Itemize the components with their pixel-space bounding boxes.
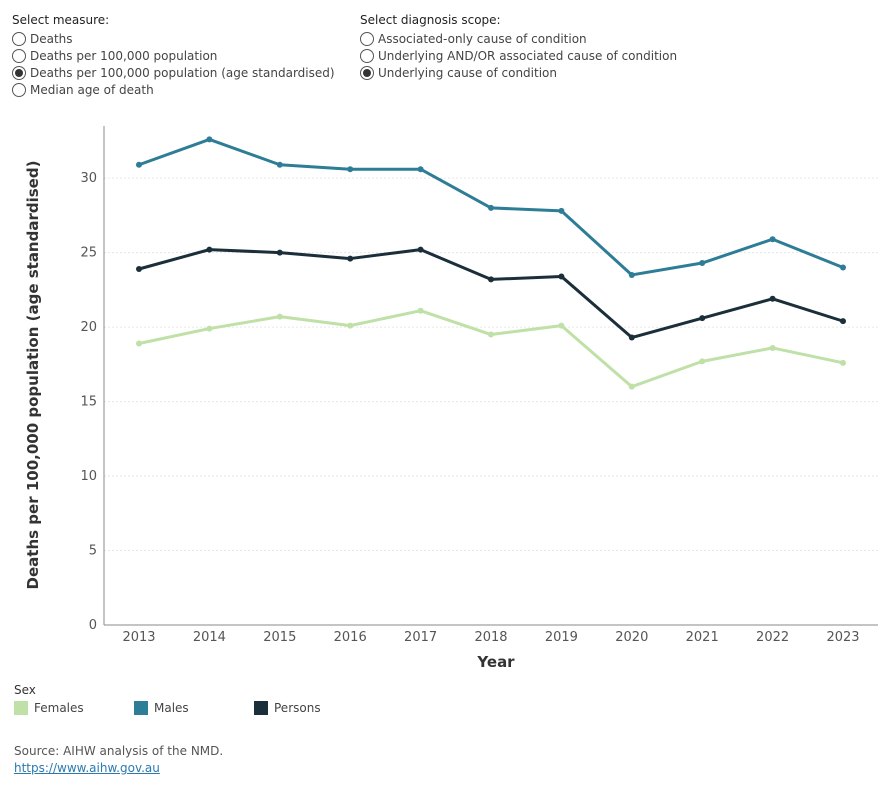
x-tick-label: 2017 [404,630,437,645]
x-tick-label: 2013 [122,630,155,645]
radio-label: Deaths [30,31,73,46]
radio-label: Deaths per 100,000 population [30,48,218,63]
data-point-males[interactable] [769,236,776,243]
y-tick-label: 30 [80,171,97,186]
y-tick-label: 5 [89,544,97,559]
radio-selected-icon[interactable] [360,65,374,80]
gridlines [104,177,878,552]
legend: Sex Females Males Persons [14,683,374,715]
measure-selector: Select measure: Deaths Deaths per 100,00… [12,13,335,98]
axes: 0 5 10 15 20 25 30 2013 2014 2015 2016 2017 2018 2019… [80,126,878,645]
data-point-persons[interactable] [628,334,635,341]
x-tick-label: 2015 [263,630,296,645]
data-point-females[interactable] [558,322,565,329]
radio-label: Deaths per 100,000 population (age stand… [30,65,335,80]
source-link[interactable]: https://www.aihw.gov.au [14,761,160,775]
data-point-males[interactable] [840,264,846,271]
legend-swatch [254,701,268,715]
data-point-persons[interactable] [206,246,213,253]
data-point-males[interactable] [347,166,354,173]
scope-option-underlying-and-or-associated[interactable]: Underlying AND/OR associated cause of co… [360,47,677,64]
data-point-females[interactable] [628,383,635,390]
data-point-males[interactable] [136,161,142,168]
y-axis-label: Deaths per 100,000 population (age stand… [24,161,42,590]
source-text: Source: AIHW analysis of the NMD. [14,744,224,758]
x-tick-label: 2020 [615,630,648,645]
data-point-males[interactable] [628,271,635,278]
measure-title: Select measure: [12,13,110,27]
y-tick-label: 0 [89,618,97,633]
legend-swatch [134,701,148,715]
data-point-males[interactable] [488,204,494,211]
data-point-males[interactable] [276,161,283,168]
legend-item-males[interactable]: Males [134,701,254,715]
legend-label: Males [154,701,189,715]
data-point-persons[interactable] [136,265,142,272]
y-tick-label: 10 [80,469,97,484]
legend-title: Sex [14,683,36,697]
legend-swatch [14,701,28,715]
data-point-persons[interactable] [840,318,846,325]
data-point-persons[interactable] [276,249,283,256]
series-line-females[interactable] [138,309,844,389]
x-axis-label: Year [476,653,515,671]
data-point-females[interactable] [488,331,494,338]
y-tick-label: 25 [80,246,97,261]
data-point-persons[interactable] [699,315,706,322]
legend-item-females[interactable]: Females [14,701,134,715]
legend-label: Females [34,701,84,715]
x-tick-label: 2023 [826,630,859,645]
data-point-males[interactable] [699,260,706,267]
radio-icon[interactable] [360,48,374,63]
radio-icon[interactable] [12,31,26,46]
line-chart: 0 5 10 15 20 25 30 2013 2014 2015 2016 2017 2018 2019… [24,126,878,671]
radio-icon[interactable] [12,48,26,63]
data-point-females[interactable] [136,340,142,347]
data-point-females[interactable] [347,322,354,329]
scope-title: Select diagnosis scope: [360,13,501,27]
radio-label: Underlying AND/OR associated cause of co… [378,48,678,63]
radio-selected-icon[interactable] [12,65,26,80]
y-tick-label: 20 [80,320,97,335]
data-point-persons[interactable] [769,295,776,302]
data-point-males[interactable] [558,207,565,214]
source-note: Source: AIHW analysis of the NMD. https:… [14,744,223,775]
series-line-persons[interactable] [138,248,844,340]
measure-option-age-standardised[interactable]: Deaths per 100,000 population (age stand… [12,64,335,81]
x-tick-label: 2021 [686,630,719,645]
data-point-females[interactable] [699,358,706,365]
measure-option-median-age[interactable]: Median age of death [12,81,335,98]
measure-option-deaths-per-100k[interactable]: Deaths per 100,000 population [12,47,335,64]
legend-item-persons[interactable]: Persons [254,701,374,715]
radio-label: Underlying cause of condition [378,65,557,80]
data-point-persons[interactable] [558,273,565,280]
x-tick-label: 2022 [756,630,789,645]
data-point-females[interactable] [206,325,213,332]
data-point-females[interactable] [276,313,283,320]
series-lines[interactable] [136,136,846,390]
scope-option-associated-only[interactable]: Associated-only cause of condition [360,30,677,47]
data-point-females[interactable] [840,359,846,366]
data-point-males[interactable] [206,136,213,143]
y-tick-label: 15 [80,395,97,410]
data-point-males[interactable] [417,166,424,173]
radio-icon[interactable] [12,82,26,97]
measure-option-deaths[interactable]: Deaths [12,30,335,47]
data-point-females[interactable] [769,344,776,351]
radio-icon[interactable] [360,31,374,46]
data-point-persons[interactable] [488,276,494,283]
x-tick-label: 2016 [334,630,367,645]
data-point-females[interactable] [417,307,424,314]
x-tick-label: 2018 [474,630,507,645]
scope-option-underlying[interactable]: Underlying cause of condition [360,64,677,81]
radio-label: Associated-only cause of condition [378,31,587,46]
radio-label: Median age of death [30,82,154,97]
data-point-persons[interactable] [347,255,354,262]
legend-label: Persons [274,701,321,715]
scope-selector: Select diagnosis scope: Associated-only … [360,13,677,81]
data-point-persons[interactable] [417,246,424,253]
x-tick-label: 2014 [193,630,226,645]
x-tick-label: 2019 [545,630,578,645]
